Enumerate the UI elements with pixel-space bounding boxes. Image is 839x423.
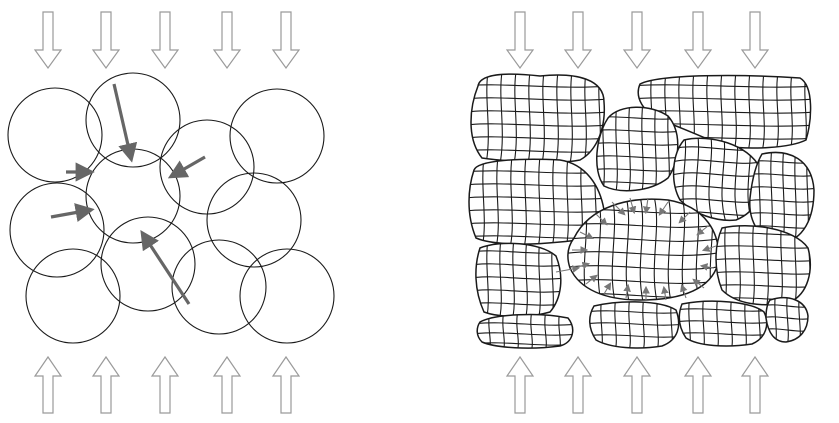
down-load-arrow [33, 11, 63, 70]
contact-force-arrow [658, 201, 669, 216]
up-load-arrow [91, 355, 121, 414]
left-panel-before-compaction [7, 11, 335, 414]
contact-force-arrow [112, 83, 138, 163]
contact-force-arrow [140, 229, 191, 305]
contact-force-arrow [692, 278, 705, 289]
contact-force-arrows-right [555, 197, 717, 301]
up-load-arrow [622, 355, 652, 414]
contact-force-arrow [595, 213, 608, 226]
contact-force-arrow [611, 201, 626, 216]
down-load-arrow [91, 11, 121, 70]
meshed-grain [589, 301, 680, 349]
particle-circle [85, 148, 181, 244]
contact-force-arrow [699, 263, 715, 271]
circular-particles [7, 72, 335, 344]
contact-force-arrow [661, 285, 669, 301]
load-arrows-bottom-left [33, 355, 301, 414]
meshed-grain [637, 74, 812, 149]
up-load-arrow [212, 355, 242, 414]
down-load-arrow [271, 11, 301, 70]
contact-force-arrow [555, 265, 581, 273]
down-load-arrow [212, 11, 242, 70]
meshed-grain [678, 300, 768, 347]
down-load-arrow [505, 11, 535, 70]
contact-force-arrow [50, 203, 95, 222]
down-load-arrow [563, 11, 593, 70]
contact-force-arrows-left [50, 83, 206, 305]
meshed-grain [476, 313, 574, 349]
particle-circle [229, 88, 325, 184]
down-load-arrow [740, 11, 770, 70]
up-load-arrow [150, 355, 180, 414]
particle-circle [159, 119, 255, 215]
particle-circle [239, 248, 335, 344]
particle-circle [100, 216, 196, 312]
contact-force-arrow [642, 197, 651, 215]
meshed-grain [475, 242, 562, 318]
load-arrows-top-right [505, 11, 770, 70]
contact-force-arrow [678, 211, 691, 224]
particle-circle [85, 72, 181, 168]
contact-force-arrow [585, 274, 598, 285]
contact-force-arrow [623, 283, 631, 299]
meshed-grain [470, 73, 606, 163]
particle-circle [9, 182, 105, 278]
meshed-grain [468, 158, 605, 245]
contact-force-arrow [167, 155, 206, 179]
contact-force-arrow [696, 225, 709, 236]
up-load-arrow [563, 355, 593, 414]
contact-force-arrow [579, 231, 594, 239]
particle-circle [25, 248, 121, 344]
up-load-arrow [271, 355, 301, 414]
load-arrows-bottom-right [505, 355, 770, 414]
contact-force-arrow [628, 197, 637, 215]
contact-force-arrow [603, 282, 612, 295]
up-load-arrow [33, 355, 63, 414]
meshed-grain [765, 296, 809, 343]
down-load-arrow [150, 11, 180, 70]
up-load-arrow [683, 355, 713, 414]
particle-circle [171, 239, 267, 335]
contact-force-arrow [680, 283, 688, 299]
up-load-arrow [505, 355, 535, 414]
contact-force-arrow [701, 244, 717, 252]
deformed-meshed-grains [468, 73, 815, 349]
up-load-arrow [740, 355, 770, 414]
particle-circle [7, 87, 103, 183]
right-panel-after-compaction [468, 11, 815, 414]
down-load-arrow [622, 11, 652, 70]
down-load-arrow [683, 11, 713, 70]
load-arrows-top-left [33, 11, 301, 70]
particle-circle [206, 172, 302, 268]
meshed-grain [715, 225, 811, 306]
